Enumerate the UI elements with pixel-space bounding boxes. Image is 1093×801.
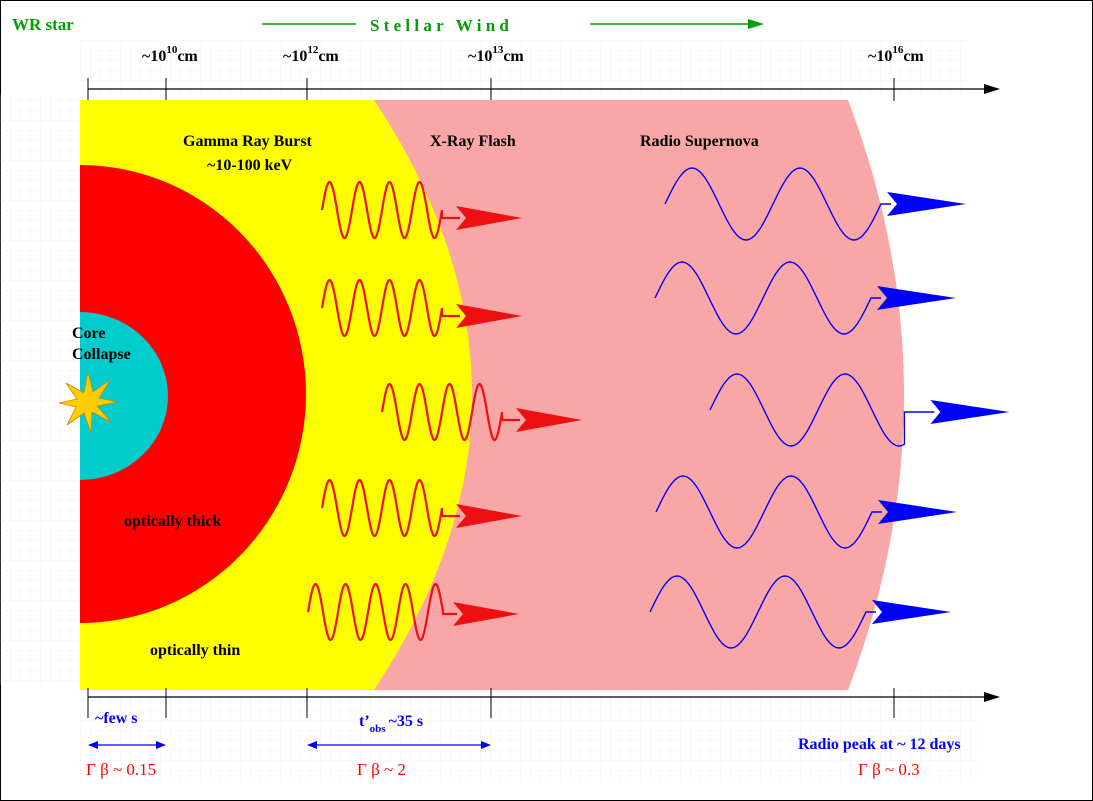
core-collapse-star-icon xyxy=(58,371,118,434)
gamma-wave-packet-5 xyxy=(306,582,519,642)
stellar-wind-label: S t e l l a r W i n d xyxy=(370,16,509,35)
gamma-ray-wave-packets xyxy=(306,180,582,642)
radio-wave-packet-2 xyxy=(654,261,956,335)
core-label-line1: Core xyxy=(72,325,105,342)
gamma-wave-packet-3 xyxy=(380,382,582,442)
cyan-core-region xyxy=(80,312,168,480)
radius-label-1: ~1010cm xyxy=(142,44,198,65)
gamma-ray-burst-label: Gamma Ray Burst xyxy=(183,133,313,150)
radius-label-2: ~1012cm xyxy=(283,44,339,65)
radio-supernova-label: Radio Supernova xyxy=(640,133,759,150)
radio-wave-packets xyxy=(649,167,1010,649)
radio-wave-packet-3 xyxy=(709,373,1010,447)
gamma-ray-energy-label: ~10-100 keV xyxy=(207,157,293,174)
core-label-line2: Collapse xyxy=(72,346,131,363)
radio-peak-label: Radio peak at ~ 12 days xyxy=(798,736,961,753)
grid-top xyxy=(80,40,970,95)
top-axis xyxy=(87,78,1000,101)
svg-text:~1010cm: ~1010cm xyxy=(142,44,198,65)
radio-wave-packet-4 xyxy=(655,475,957,549)
bottom-axis xyxy=(87,688,1000,718)
radius-label-4: ~1016cm xyxy=(868,44,924,65)
radio-wave-packet-5 xyxy=(649,575,951,649)
svg-text:~1012cm: ~1012cm xyxy=(283,44,339,65)
t-obs-span-arrow xyxy=(307,741,491,749)
gamma-beta-2-label: Γ β ~ 2 xyxy=(357,760,406,779)
optically-thin-label: optically thin xyxy=(150,642,240,659)
few-seconds-span-arrow xyxy=(88,741,166,749)
gamma-wave-packet-1 xyxy=(320,180,522,240)
svg-text:~1016cm: ~1016cm xyxy=(868,44,924,65)
wind-arrowhead xyxy=(748,19,764,29)
few-seconds-label: ~few s xyxy=(95,710,138,727)
wr-star-label: WR star xyxy=(12,15,74,34)
radio-wave-packet-1 xyxy=(664,167,966,241)
optically-thick-label: optically thick xyxy=(124,513,221,530)
grid-bottom xyxy=(80,690,980,780)
gamma-beta-03-label: Γ β ~ 0.3 xyxy=(858,760,920,779)
svg-text:~1013cm: ~1013cm xyxy=(468,44,524,65)
t-obs-label: t’obs ~35 s xyxy=(359,713,423,735)
gamma-wave-packet-2 xyxy=(320,278,522,338)
x-ray-flash-label: X-Ray Flash xyxy=(430,133,516,150)
grid-left xyxy=(0,95,80,685)
radius-label-3: ~1013cm xyxy=(468,44,524,65)
gamma-beta-015-label: Γ β ~ 0.15 xyxy=(86,760,156,779)
gamma-wave-packet-4 xyxy=(320,478,522,538)
red-optically-thick-region xyxy=(80,165,306,623)
